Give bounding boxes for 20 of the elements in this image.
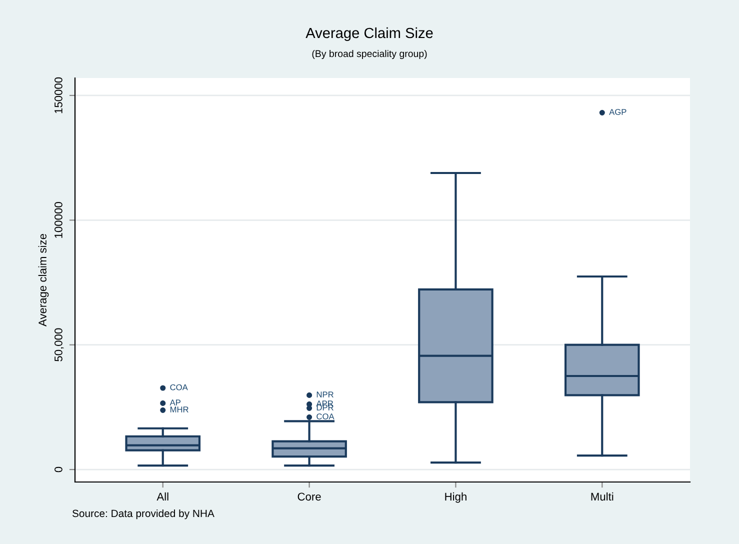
x-tick-label: All (156, 492, 168, 500)
annotation: COA (170, 384, 188, 390)
chart-title: Average Claim Size (306, 27, 433, 42)
y-tick-label: 0 (54, 466, 62, 472)
annotation: COA (316, 413, 334, 420)
y-tick-label: 100000 (54, 202, 62, 238)
y-tick-label: 50,000 (54, 328, 64, 362)
chart-subtitle: (By broad speciality group) (312, 50, 427, 60)
annotation: MHR (170, 406, 188, 412)
y-axis-title: Average claim size (38, 234, 49, 326)
annotation: APR (316, 400, 333, 406)
annotation: NPR (316, 392, 334, 398)
x-tick-label: Multi (591, 492, 614, 501)
x-tick-label: High (445, 492, 466, 503)
annotation: AP (170, 400, 180, 406)
y-tick-label: 150000 (54, 77, 62, 114)
annotation: DPR (316, 404, 334, 410)
source-note: Source: Data provided by NHA (72, 509, 214, 520)
x-tick-label: Core (298, 492, 321, 501)
annotation: AGP (609, 109, 626, 115)
